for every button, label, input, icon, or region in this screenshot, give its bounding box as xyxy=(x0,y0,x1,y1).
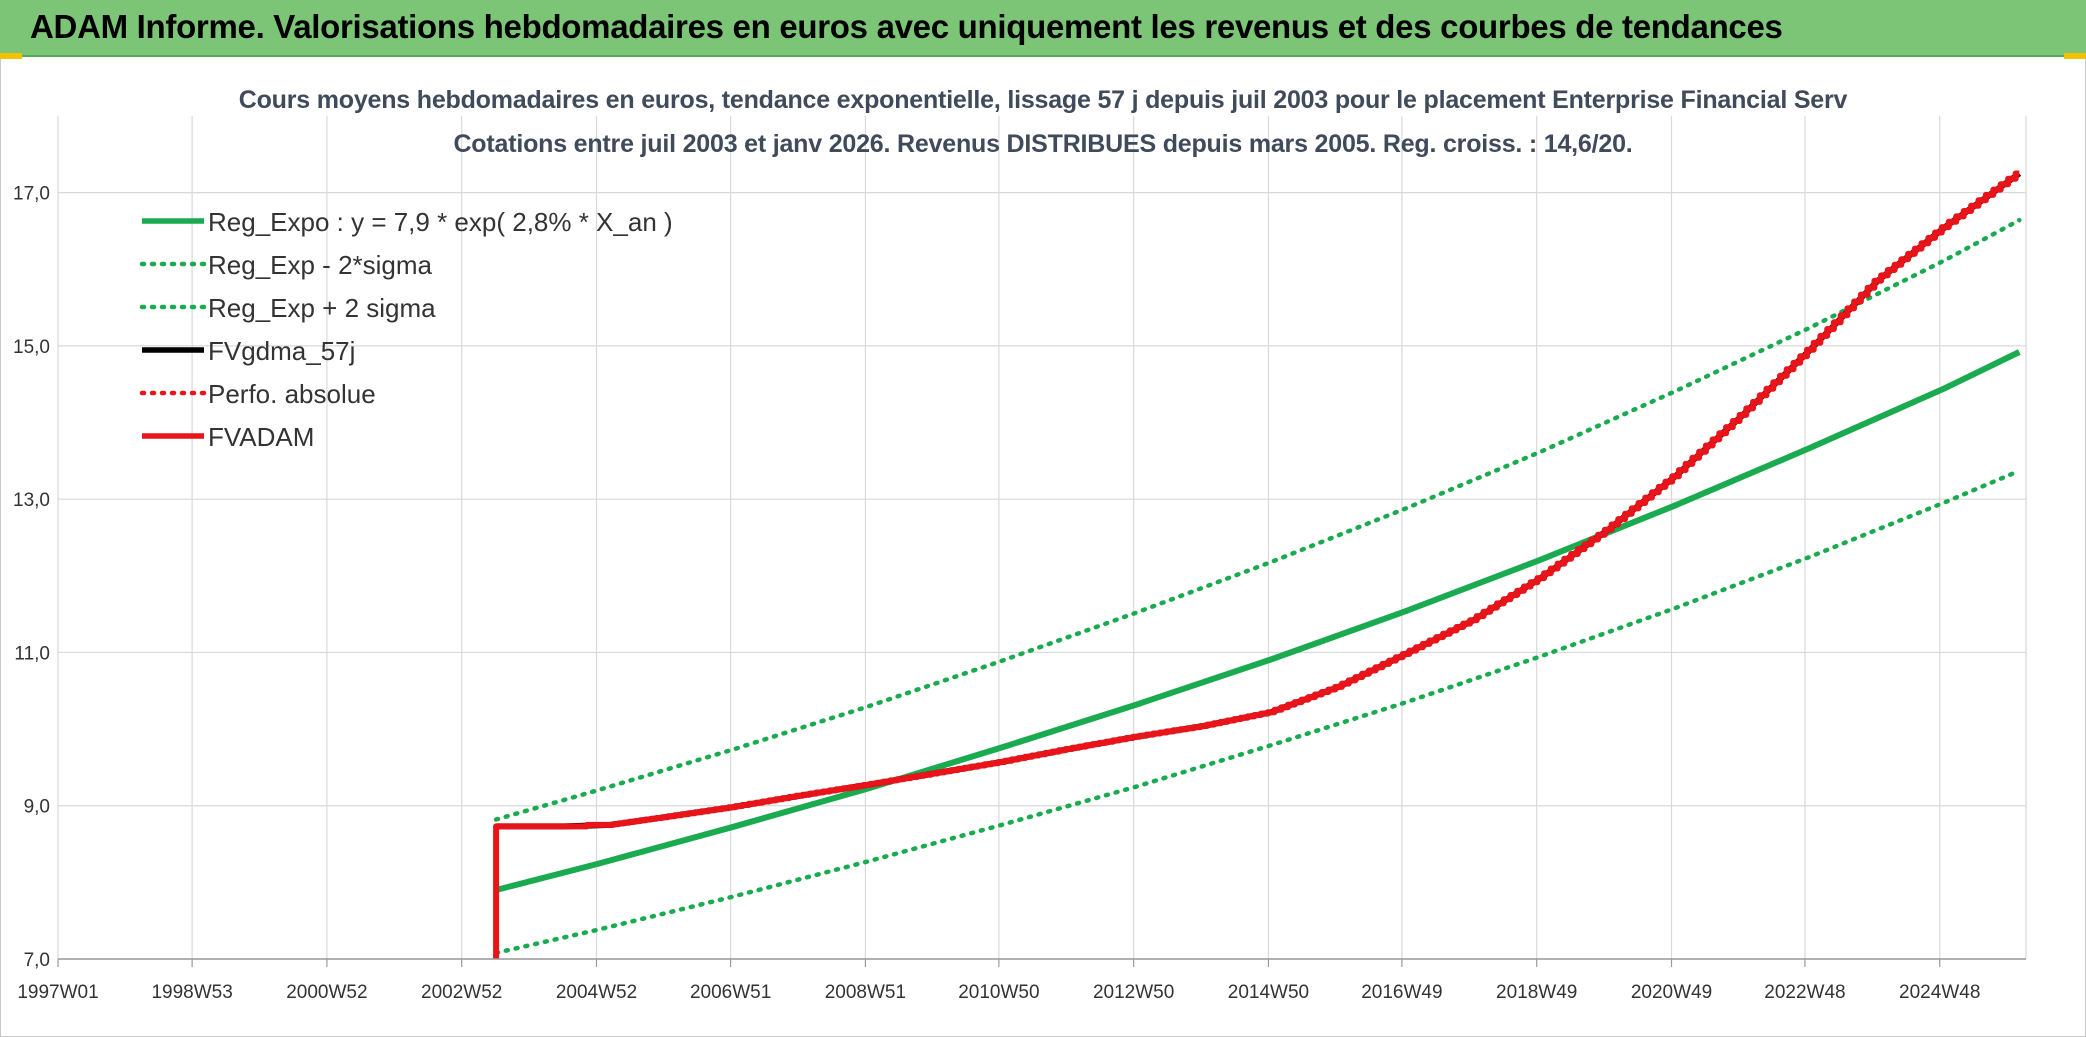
x-tick-label: 2024W48 xyxy=(1899,982,1980,1003)
corner-accent-right xyxy=(2064,53,2086,59)
x-tick-label: 2018W49 xyxy=(1496,982,1577,1003)
series-layer xyxy=(493,170,2022,959)
x-tick-label: 2020W49 xyxy=(1631,982,1712,1003)
x-tick-label: 2002W52 xyxy=(421,982,502,1003)
x-tick-label: 1997W01 xyxy=(17,982,98,1003)
series-line-5 xyxy=(493,170,2020,959)
series-line-2 xyxy=(493,217,2022,822)
x-tick-label: 2012W50 xyxy=(1093,982,1174,1003)
chart-title: Cours moyens hebdomadaires en euros, ten… xyxy=(238,86,1848,114)
legend-label: Reg_Exp + 2 sigma xyxy=(208,293,436,323)
corner-accent-left xyxy=(0,53,22,59)
axes: 1997W01 1998W53 2000W52 2002W52 2004W52 2006W… xyxy=(13,184,2026,1003)
legend-label: FVADAM xyxy=(208,422,314,452)
y-tick-label: 7,0 xyxy=(24,950,50,971)
x-tick-label: 1998W53 xyxy=(151,982,232,1003)
y-tick-label: 17,0 xyxy=(13,184,50,205)
y-tick-label: 11,0 xyxy=(14,643,50,664)
chart-subtitle: Cotations entre juil 2003 et janv 2026. … xyxy=(453,130,1633,158)
y-tick-label: 9,0 xyxy=(24,797,50,818)
x-tick-label: 2000W52 xyxy=(286,982,367,1003)
header-bar: ADAM Informe. Valorisations hebdomadaire… xyxy=(0,0,2086,57)
y-tick-label: 13,0 xyxy=(13,490,50,511)
series-line-3 xyxy=(496,171,2022,830)
x-tick-label: 2014W50 xyxy=(1228,982,1309,1003)
legend-label: Reg_Expo : y = 7,9 * exp( 2,8% * X_an ) xyxy=(208,207,673,237)
x-tick-label: 2022W48 xyxy=(1764,982,1845,1003)
legend: Reg_Expo : y = 7,9 * exp( 2,8% * X_an ) R… xyxy=(139,207,673,452)
x-tick-label: 2008W51 xyxy=(825,982,906,1003)
x-tick-label: 2004W52 xyxy=(556,982,637,1003)
y-tick-label: 15,0 xyxy=(13,337,50,358)
legend-label: Reg_Exp - 2*sigma xyxy=(208,250,433,280)
series-line-1 xyxy=(493,468,2022,956)
legend-label: Perfo. absolue xyxy=(208,379,376,409)
series-line-0 xyxy=(495,349,2021,893)
x-tick-label: 2016W49 xyxy=(1361,982,1442,1003)
x-tick-label: 2010W50 xyxy=(958,982,1039,1003)
x-tick-label: 2006W51 xyxy=(690,982,771,1003)
legend-label: FVgdma_57j xyxy=(208,336,355,366)
page-title: ADAM Informe. Valorisations hebdomadaire… xyxy=(30,8,1783,45)
grid xyxy=(57,116,2027,960)
series-line-4 xyxy=(493,171,2022,829)
